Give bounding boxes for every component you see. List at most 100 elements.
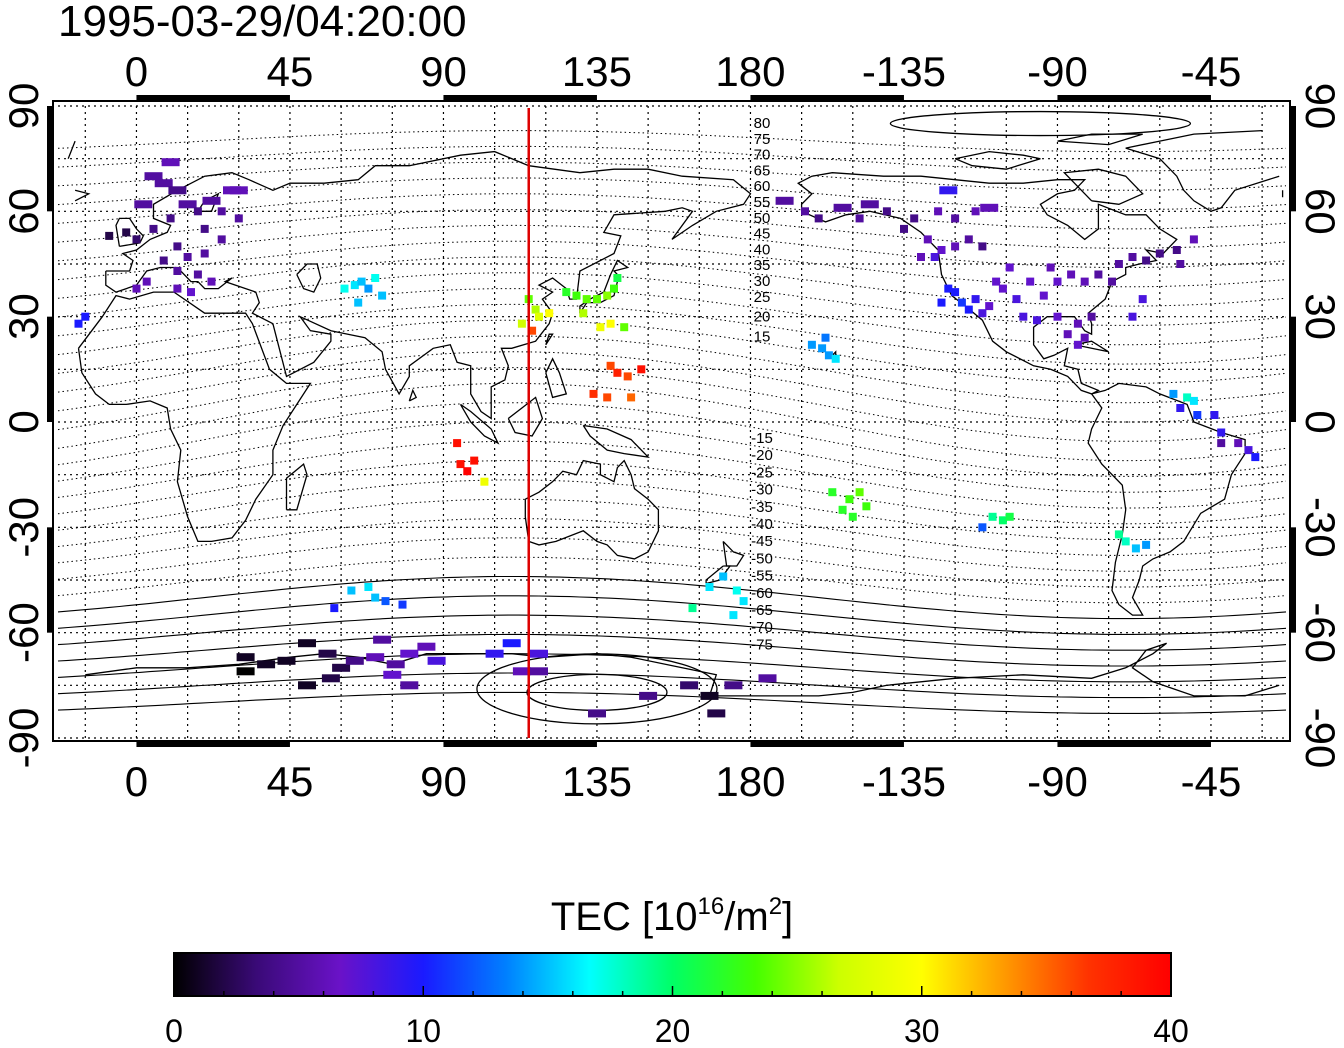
tec-point [530, 667, 548, 676]
x-tick-label: 180 [715, 48, 785, 95]
coastline [545, 333, 554, 346]
y-tick-label: -90 [0, 708, 47, 769]
x-tick-label: 0 [125, 758, 148, 805]
tec-point [236, 653, 255, 662]
x-tick-label: 135 [562, 48, 632, 95]
tec-point [485, 649, 504, 658]
mag-contour-line [57, 382, 1287, 462]
axis-bar-top [1057, 95, 1211, 101]
coastline [1074, 340, 1109, 353]
x-tick-label: 45 [267, 758, 314, 805]
tec-point [688, 604, 697, 613]
magnetic-latitude-contours [57, 110, 1287, 725]
timestamp-title: 1995-03-29/04:20:00 [58, 0, 467, 46]
tec-point [639, 691, 658, 700]
x-tick-label: 180 [715, 758, 785, 805]
mag-contour-line [57, 440, 1287, 509]
tec-point [1073, 340, 1082, 349]
tec-point [824, 351, 833, 360]
tec-point [900, 224, 908, 233]
y-tick-label: -30 [1297, 497, 1344, 558]
mag-contour-line [57, 209, 1287, 249]
axis-bar-left [47, 316, 53, 422]
tec-point [132, 235, 141, 244]
tec-point [345, 656, 364, 665]
tec-point [862, 502, 871, 511]
tec-point [937, 298, 946, 307]
coastline [408, 388, 418, 402]
tec-point [627, 393, 636, 402]
tec-point [1114, 530, 1123, 539]
tec-point [354, 298, 363, 307]
tec-point [1108, 277, 1116, 286]
mag-lat-label: -15 [751, 430, 773, 447]
tec-point [724, 681, 743, 690]
tec-point [1128, 253, 1137, 261]
tec-point [603, 393, 612, 402]
x-tick-label: -45 [1181, 758, 1242, 805]
tec-point [620, 323, 629, 332]
mag-lat-label: 40 [754, 241, 771, 258]
mag-contour-line [57, 335, 1287, 404]
tec-point [992, 277, 1001, 286]
tec-point [1234, 439, 1243, 448]
tec-point [613, 368, 622, 377]
axis-bar-left [47, 106, 53, 212]
y-tick-label: 90 [0, 83, 47, 130]
tec-point [818, 344, 827, 353]
y-tick-label: 0 [1297, 410, 1344, 433]
tec-point [378, 291, 387, 300]
coastline [296, 263, 322, 293]
tec-point [74, 319, 83, 328]
tec-point [951, 242, 960, 251]
tec-point [1210, 411, 1219, 419]
tec-point [173, 284, 182, 293]
tec-point [1005, 512, 1014, 521]
tec-point [562, 288, 571, 297]
tec-point [934, 207, 943, 216]
tec-point [1033, 316, 1041, 325]
mag-lat-label: -45 [751, 533, 773, 550]
tec-point [637, 365, 646, 374]
tec-point [732, 586, 741, 595]
mag-lat-label: 30 [754, 273, 771, 290]
tec-point [1094, 270, 1103, 279]
axis-bar-bottom [443, 741, 597, 747]
tec-point [593, 295, 601, 304]
tec-point [957, 298, 966, 307]
mag-contour-line [57, 595, 1287, 635]
x-tick-label: 90 [420, 48, 467, 95]
y-tick-label: 60 [0, 188, 47, 235]
coastline [507, 396, 544, 437]
mag-lat-label: -65 [751, 602, 773, 619]
y-axis-right-labels: 90 60 30 0 -30 -60 -90 [1297, 83, 1344, 769]
tec-point [1142, 256, 1151, 265]
axis-bar-top [443, 95, 597, 101]
mag-lat-label: -70 [751, 619, 773, 636]
tec-point [980, 203, 999, 212]
mag-contour-line [57, 240, 1287, 288]
colorbar-title-sup1: 16 [698, 893, 725, 920]
coastline [85, 642, 1280, 697]
tec-point [845, 495, 854, 504]
tec-point [1176, 260, 1185, 268]
tec-point [453, 439, 462, 448]
colorbar-title-suffix: ] [782, 895, 793, 939]
mag-lat-label: 45 [754, 226, 771, 243]
tec-point [217, 235, 226, 244]
tec-point [134, 200, 153, 209]
axis-bar-right [1290, 106, 1296, 212]
colorbar-label: 40 [1153, 1013, 1189, 1048]
coastline [579, 259, 630, 314]
tec-point [364, 284, 373, 293]
tec-point [978, 242, 987, 251]
tec-point [613, 274, 622, 282]
mag-lat-label: -35 [751, 499, 773, 516]
tec-point [700, 691, 719, 700]
tec-point [971, 295, 980, 304]
tec-point [998, 284, 1007, 293]
tec-point [719, 572, 728, 581]
tec-point [173, 267, 182, 275]
axis-bar-left [47, 527, 53, 633]
tec-point [1244, 446, 1253, 455]
